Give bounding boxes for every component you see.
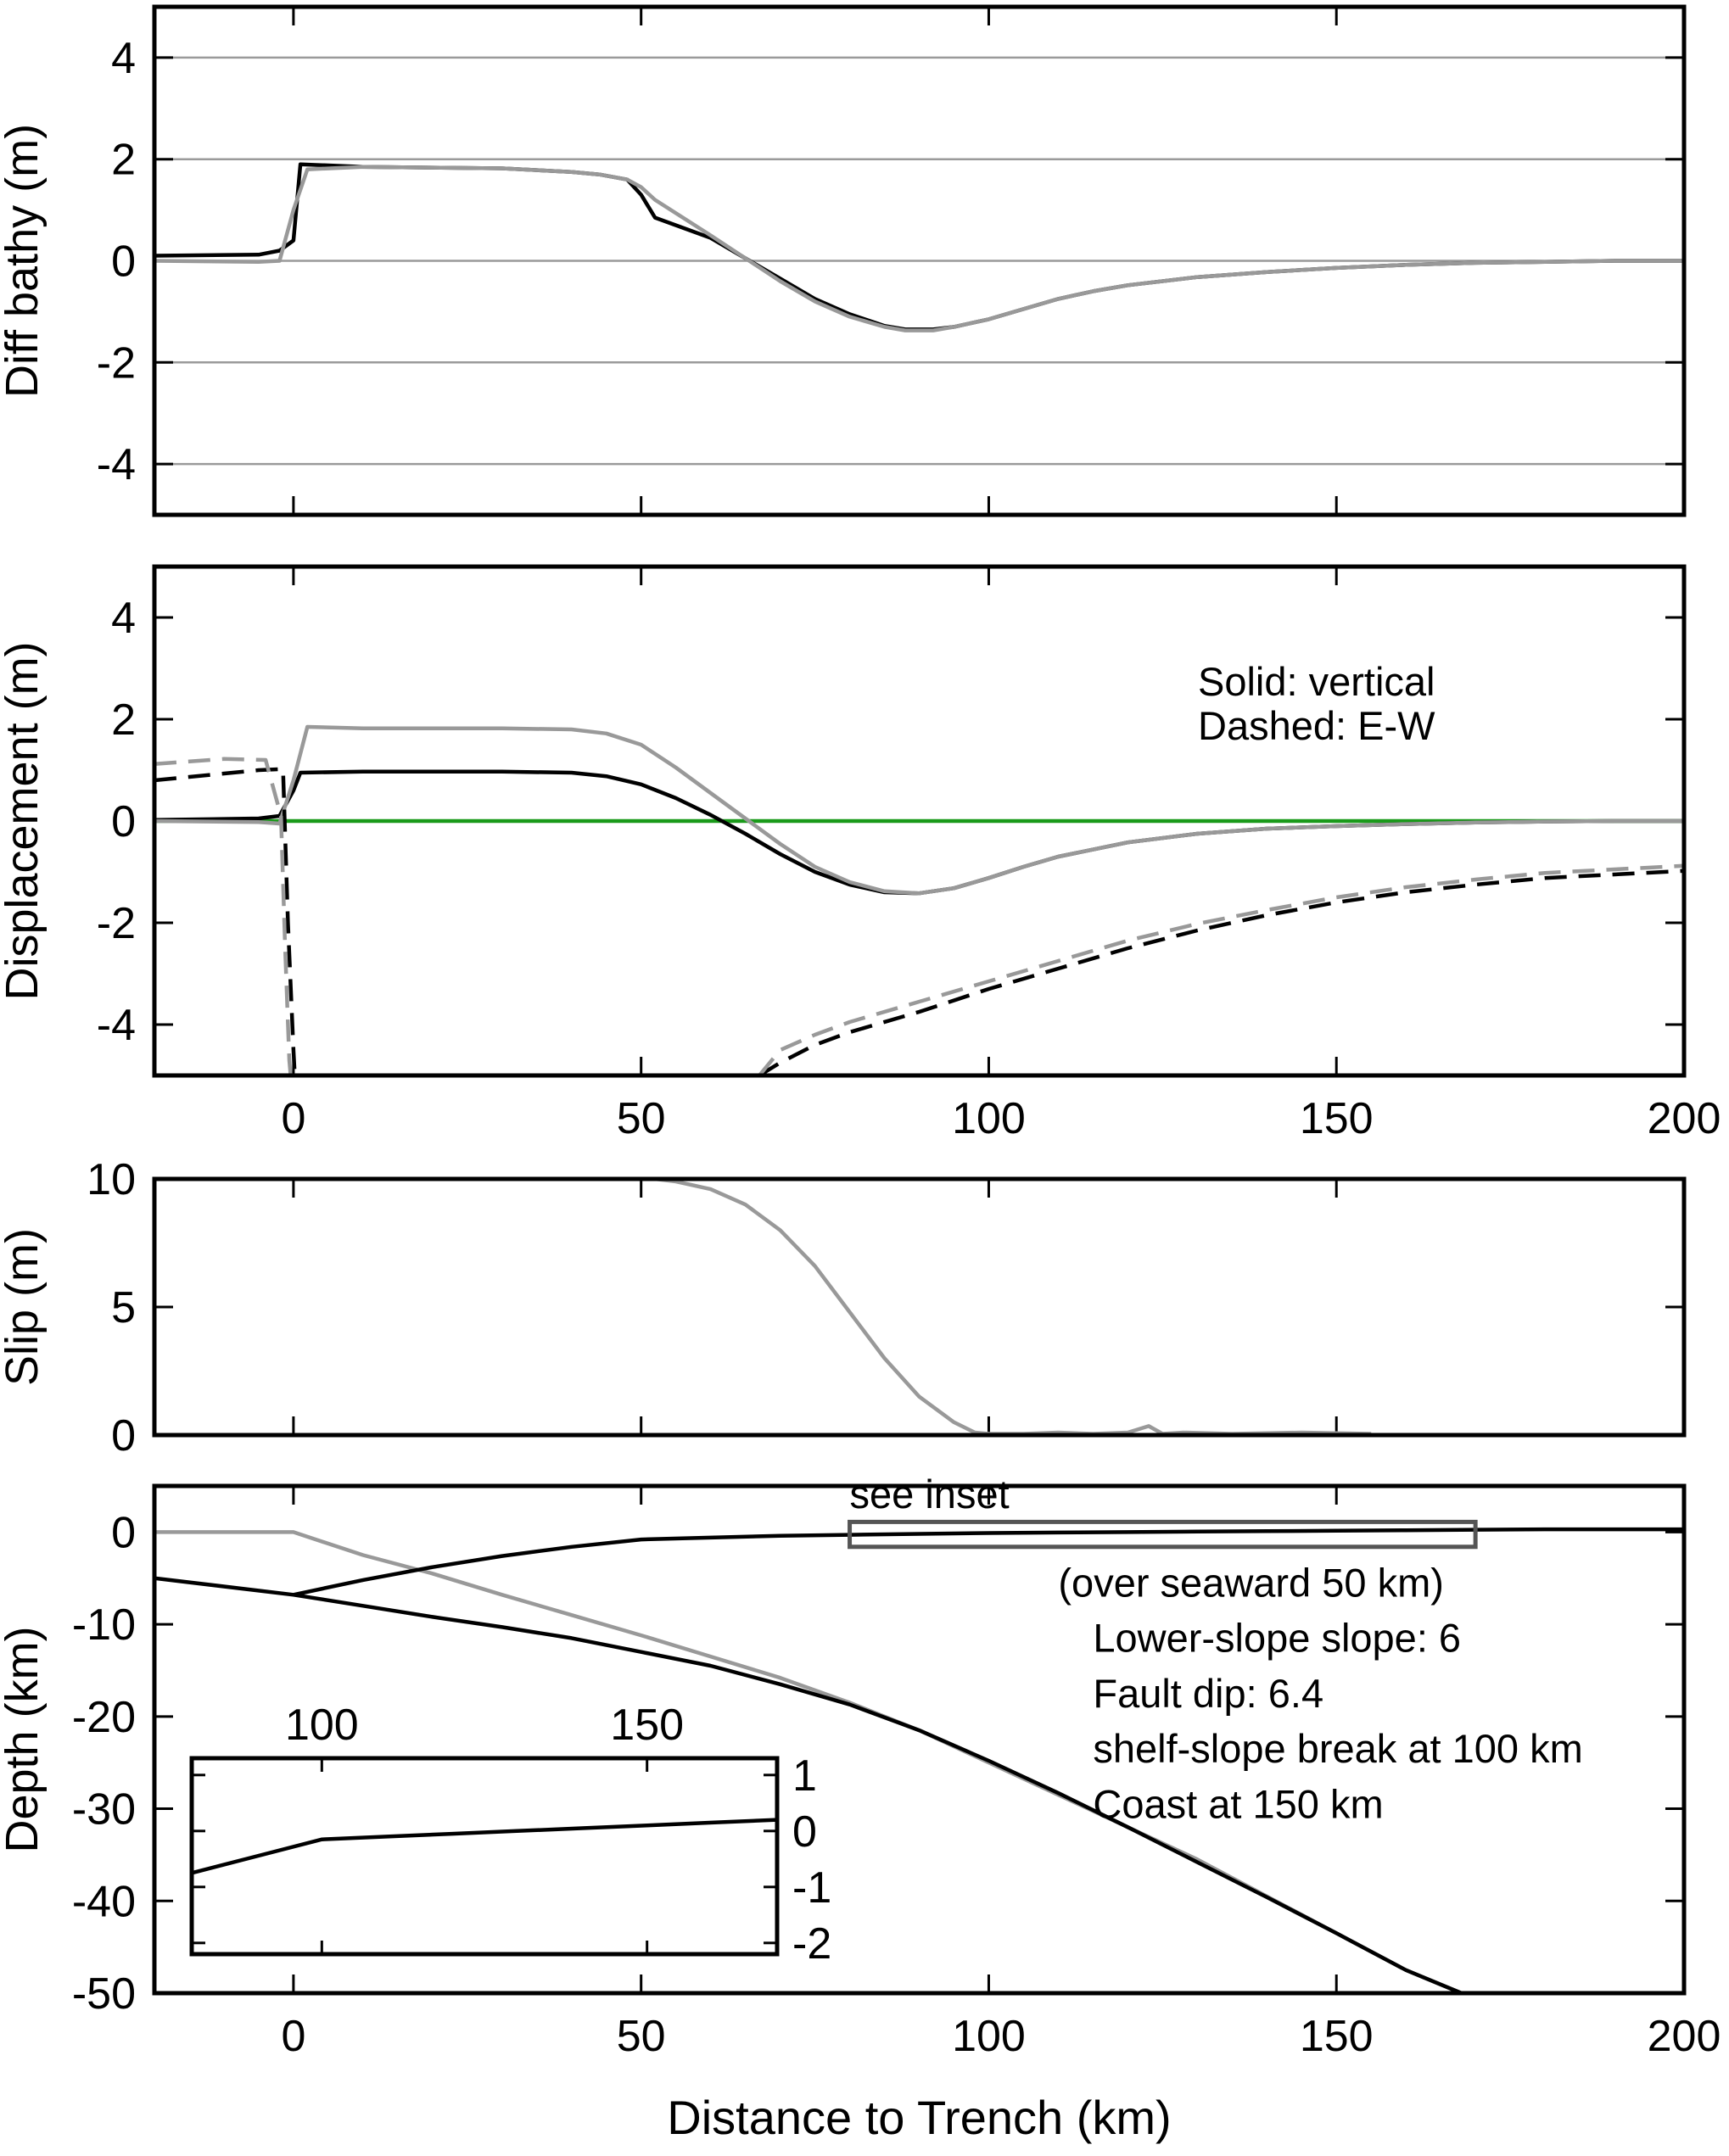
depth-annotation: see inset: [850, 1472, 1010, 1516]
disp-series-line: [758, 863, 1684, 1075]
disp-ytick-label: 4: [111, 594, 136, 643]
inset-ytick-label: -1: [792, 1863, 831, 1913]
slip-ytick-label: 0: [111, 1411, 136, 1461]
bathy-ytick-label: 4: [111, 34, 136, 83]
legend-entry: Dashed: E-W: [1198, 703, 1435, 748]
depth-frame: [152, 1483, 1687, 1996]
disp-xtick-label: 100: [952, 1094, 1026, 1143]
depth-xtick-label: 0: [281, 2012, 305, 2061]
bathy-ytick-label: 0: [111, 237, 136, 287]
inset-xtick-label: 100: [285, 1701, 359, 1750]
bathy-frame: [152, 4, 1687, 517]
depth-ytick-label: -10: [72, 1600, 136, 1650]
depth-xtick-label: 150: [1300, 2012, 1374, 2061]
disp-series-group: [154, 724, 1684, 1075]
slip-ytick-label: 5: [111, 1283, 136, 1332]
depth-ylabel: Depth (km): [0, 1626, 48, 1852]
inset-background: [192, 1758, 777, 1954]
depth-ytick-label: -50: [72, 1969, 136, 2019]
inset-frame: [189, 1756, 780, 1957]
depth-annotation: (over seaward 50 km): [1058, 1560, 1444, 1605]
disp-ytick-label: -4: [97, 1001, 136, 1050]
depth-series-group: [154, 1527, 1684, 1993]
disp-frame: [152, 564, 1687, 1078]
slip-series-group: [293, 1179, 1372, 1435]
depth-xtick-label: 50: [617, 2012, 666, 2061]
disp-xtick-label: 200: [1648, 1094, 1721, 1143]
panel-inset: 100 150 1 0 -1 -2: [189, 1701, 831, 1969]
disp-ytick-label: 2: [111, 695, 136, 745]
disp-ylabel: Displacement (m): [0, 641, 48, 1000]
panel-slip: 10 5 0 Slip (m): [0, 1155, 1687, 1461]
disp-series-line: [154, 757, 293, 1075]
depth-ytick-label: -30: [72, 1785, 136, 1835]
inset-series-group: [192, 1818, 777, 1875]
bathy-ytick-label: -2: [97, 338, 136, 388]
depth-annotation: Lower-slope slope: 6: [1093, 1616, 1461, 1661]
depth-series-line: [154, 1576, 1463, 1993]
inset-series-line: [192, 1818, 777, 1875]
see-inset-box: [848, 1519, 1478, 1550]
slip-series-line: [654, 1179, 1372, 1435]
slip-ytick-label: 10: [87, 1155, 136, 1204]
x-axis-label: Distance to Trench (km): [667, 2091, 1171, 2144]
disp-xtick-label: 50: [617, 1094, 666, 1143]
depth-series-line: [293, 1527, 1684, 1597]
slip-frame: [152, 1176, 1687, 1438]
panel-displacement: 4 2 0 -2 -4 0 50 100 150 200 Displacement (m) Solid…: [0, 564, 1721, 1143]
depth-ytick-label: -40: [72, 1877, 136, 1926]
bathy-ylabel: Diff bathy (m): [0, 124, 48, 398]
depth-ytick-label: -20: [72, 1693, 136, 1742]
depth-annotation: shelf-slope break at 100 km: [1093, 1726, 1582, 1771]
inset-ytick-label: 1: [792, 1751, 817, 1801]
depth-ytick-label: 0: [111, 1508, 136, 1557]
disp-xtick-label: 0: [281, 1094, 305, 1143]
disp-series-line: [154, 769, 1684, 896]
depth-xtick-label: 100: [952, 2012, 1026, 2061]
disp-xtick-label: 150: [1300, 1094, 1374, 1143]
disp-series-line: [154, 767, 297, 1075]
inset-ytick-label: -2: [792, 1919, 831, 1969]
disp-series-line: [154, 724, 1684, 896]
disp-ytick-label: -2: [97, 899, 136, 948]
panel-bathy: 4 2 0 -2 -4 Diff bathy (m): [0, 4, 1687, 517]
depth-annotation: Fault dip: 6.4: [1093, 1671, 1323, 1716]
depth-annotation: Coast at 150 km: [1093, 1781, 1383, 1826]
bathy-ytick-label: -4: [97, 440, 136, 489]
inset-ytick-label: 0: [792, 1807, 817, 1857]
bathy-ytick-label: 2: [111, 136, 136, 185]
bathy-series-group: [154, 162, 1684, 332]
disp-ytick-label: 0: [111, 797, 136, 846]
inset-xtick-label: 150: [610, 1701, 684, 1750]
depth-xtick-label: 200: [1648, 2012, 1721, 2061]
slip-ylabel: Slip (m): [0, 1228, 48, 1386]
bathy-series-line: [154, 162, 1684, 332]
bathy-series-line: [154, 165, 1684, 332]
legend-entry: Solid: vertical: [1198, 659, 1435, 704]
disp-series-line: [758, 869, 1684, 1075]
